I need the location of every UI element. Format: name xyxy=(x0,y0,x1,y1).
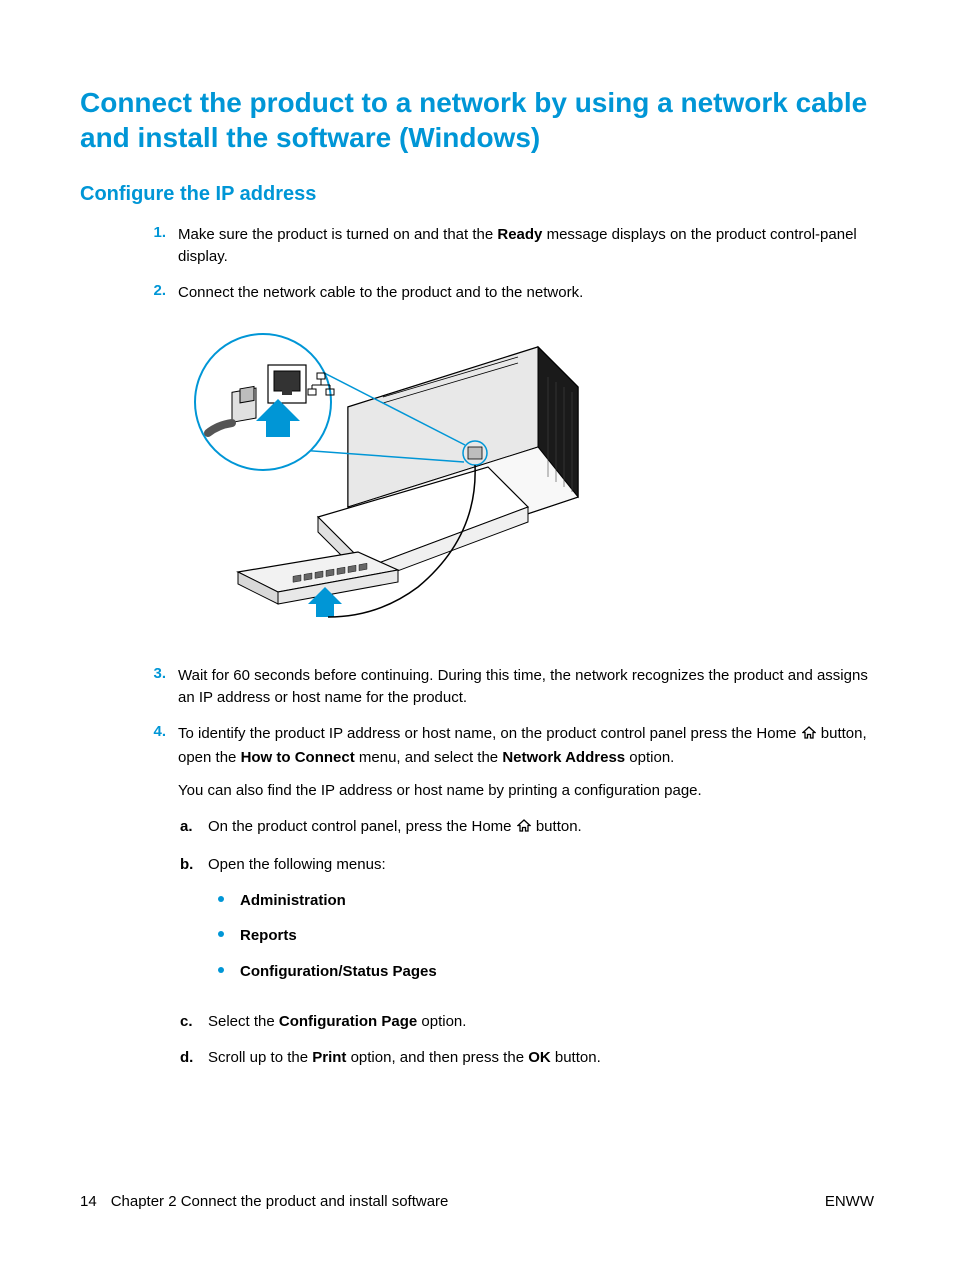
bold-text: How to Connect xyxy=(241,749,355,766)
menu-bullets: Administration Reports Configuration/Sta… xyxy=(208,890,874,983)
home-icon xyxy=(517,818,531,840)
text: button. xyxy=(532,818,582,835)
step-content: To identify the product IP address or ho… xyxy=(178,723,874,1083)
sub-content: On the product control panel, press the … xyxy=(208,816,874,840)
step-content: Wait for 60 seconds before continuing. D… xyxy=(178,665,874,709)
network-cable-figure xyxy=(178,317,874,627)
step-3: 3. Wait for 60 seconds before continuing… xyxy=(150,665,874,709)
bold-text: OK xyxy=(528,1049,551,1066)
home-icon xyxy=(802,725,816,747)
steps-list: 1. Make sure the product is turned on an… xyxy=(80,224,874,1082)
sub-marker: d. xyxy=(178,1047,208,1069)
text: You can also find the IP address or host… xyxy=(178,780,874,802)
step-marker: 3. xyxy=(150,665,178,709)
step-2: 2. Connect the network cable to the prod… xyxy=(150,282,874,652)
chapter-label: Chapter 2 Connect the product and instal… xyxy=(111,1193,449,1210)
sub-steps: a. On the product control panel, press t… xyxy=(178,816,874,1068)
sub-marker: c. xyxy=(178,1011,208,1033)
text: menu, and select the xyxy=(355,749,503,766)
text: On the product control panel, press the … xyxy=(208,818,516,835)
bullet-text: Administration xyxy=(240,890,346,912)
text: Connect the network cable to the product… xyxy=(178,282,874,304)
bullet-dot-icon xyxy=(218,967,224,973)
text: To identify the product IP address or ho… xyxy=(178,725,801,742)
sub-content: Select the Configuration Page option. xyxy=(208,1011,874,1033)
step-1: 1. Make sure the product is turned on an… xyxy=(150,224,874,268)
sub-step-d: d. Scroll up to the Print option, and th… xyxy=(178,1047,874,1069)
bold-text: Print xyxy=(312,1049,346,1066)
sub-step-c: c. Select the Configuration Page option. xyxy=(178,1011,874,1033)
step-4: 4. To identify the product IP address or… xyxy=(150,723,874,1083)
bullet-text: Configuration/Status Pages xyxy=(240,961,437,983)
footer-left: 14 Chapter 2 Connect the product and ins… xyxy=(80,1193,448,1210)
text: Select the xyxy=(208,1013,279,1030)
page-footer: 14 Chapter 2 Connect the product and ins… xyxy=(80,1193,874,1210)
sub-step-a: a. On the product control panel, press t… xyxy=(178,816,874,840)
step-content: Make sure the product is turned on and t… xyxy=(178,224,874,268)
bold-text: Configuration Page xyxy=(279,1013,417,1030)
step-content: Connect the network cable to the product… xyxy=(178,282,874,652)
text: Open the following menus: xyxy=(208,856,386,873)
bullet-dot-icon xyxy=(218,896,224,902)
sub-step-b: b. Open the following menus: Administrat… xyxy=(178,854,874,997)
text: option. xyxy=(417,1013,466,1030)
sub-content: Scroll up to the Print option, and then … xyxy=(208,1047,874,1069)
footer-right: ENWW xyxy=(825,1193,874,1210)
step-marker: 4. xyxy=(150,723,178,1083)
page-number: 14 xyxy=(80,1193,97,1210)
bullet-item: Administration xyxy=(218,890,874,912)
step-marker: 2. xyxy=(150,282,178,652)
main-title: Connect the product to a network by usin… xyxy=(80,85,874,155)
step-marker: 1. xyxy=(150,224,178,268)
bullet-item: Configuration/Status Pages xyxy=(218,961,874,983)
sub-title: Configure the IP address xyxy=(80,183,874,206)
bold-text: Ready xyxy=(497,226,542,243)
bullet-item: Reports xyxy=(218,925,874,947)
text: button. xyxy=(551,1049,601,1066)
text: option, and then press the xyxy=(346,1049,528,1066)
sub-content: Open the following menus: Administration… xyxy=(208,854,874,997)
bullet-dot-icon xyxy=(218,931,224,937)
bold-text: Network Address xyxy=(502,749,625,766)
sub-marker: b. xyxy=(178,854,208,997)
sub-marker: a. xyxy=(178,816,208,840)
text: Scroll up to the xyxy=(208,1049,312,1066)
text: Wait for 60 seconds before continuing. D… xyxy=(178,665,874,709)
text: Make sure the product is turned on and t… xyxy=(178,226,497,243)
bullet-text: Reports xyxy=(240,925,297,947)
text: option. xyxy=(625,749,674,766)
